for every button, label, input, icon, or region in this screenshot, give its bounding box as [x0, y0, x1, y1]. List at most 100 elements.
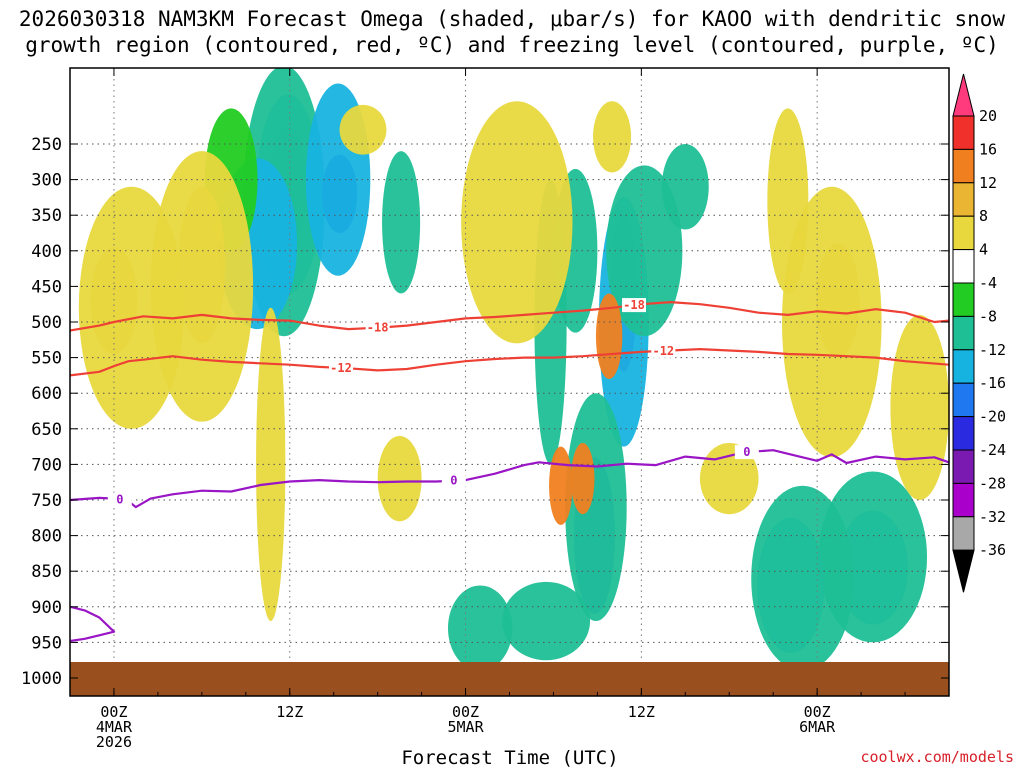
colorbar: 20 16 12 8 4 -4 -8 -12 -16 -20 -24 -28 -32 -36 [952, 73, 1006, 593]
chart-title-line2: growth region (contoured, red, ºC) and f… [25, 33, 999, 57]
pressure-tick-label: 750 [31, 491, 62, 511]
pressure-tick-label: 600 [31, 384, 62, 404]
omega-cell-38 [377, 435, 422, 522]
colorbar-tick-label: -12 [979, 341, 1006, 359]
pressure-tick-label: 1000 [21, 669, 62, 689]
omega-cell-26 [461, 101, 573, 344]
colorbar-tick-label: 4 [979, 241, 988, 259]
pressure-tick-label: 650 [31, 420, 62, 440]
colorbar-segment [952, 315, 975, 351]
isotherm-minus18-contour-label: -18 [367, 321, 389, 335]
colorbar-tick-label: -24 [979, 441, 1006, 459]
omega-cell-13 [661, 144, 709, 230]
x-axis-label: Forecast Time (UTC) [401, 747, 618, 768]
colorbar-segment [952, 349, 975, 384]
colorbar-segment [952, 148, 975, 184]
colorbar-tick-label: -32 [979, 508, 1006, 526]
pressure-tick-label: 950 [31, 633, 62, 653]
colorbar-segment [952, 416, 975, 451]
colorbar-segment [952, 182, 975, 217]
omega-cell-29 [571, 443, 595, 515]
pressure-tick-label: 300 [31, 171, 62, 191]
pressure-tick-label: 850 [31, 562, 62, 582]
colorbar-tick-label: 12 [979, 174, 997, 192]
isotherm-minus12-contour-label-bg [651, 343, 676, 358]
ground-surface [70, 662, 949, 696]
colorbar-tick-label: 8 [979, 207, 988, 225]
pressure-tick-label: 500 [31, 313, 62, 333]
colorbar-tick-label: -8 [979, 307, 997, 325]
omega-cell-28 [549, 446, 573, 525]
freezing-level-low-contour [70, 605, 116, 643]
freezing-level-contour [70, 449, 949, 509]
isotherm-minus12-contour [70, 348, 949, 377]
colorbar-segment [952, 482, 975, 518]
time-tick-label: 00Z [452, 703, 479, 721]
colorbar-segment [952, 549, 975, 593]
colorbar-segment [952, 249, 975, 284]
omega-cell-35 [339, 104, 387, 155]
omega-cell-30 [593, 101, 632, 173]
pressure-tick-label: 800 [31, 527, 62, 547]
freezing-level-contour-label: 0 [743, 445, 750, 459]
omega-cell-10 [606, 165, 683, 337]
colorbar-tick-label: -28 [979, 474, 1006, 492]
colorbar-tick-label: -4 [979, 274, 997, 292]
omega-cell-19 [751, 485, 854, 671]
colorbar-segment [952, 215, 975, 251]
isotherm-minus18-contour-label-bg [622, 298, 647, 313]
pressure-tick-label: 350 [31, 206, 62, 226]
omega-cell-21 [502, 581, 591, 661]
freezing-level-contour-label-bg [734, 445, 759, 460]
omega-cell-33 [890, 314, 949, 500]
isotherm-minus12-contour-label-bg [329, 360, 354, 375]
freezing-level-contour-label: 0 [116, 493, 123, 507]
time-tick-label: 4MAR [96, 718, 133, 736]
pressure-tick-label: 900 [31, 598, 62, 618]
pressure-tick-label: 450 [31, 277, 62, 297]
time-tick-label: 00Z [100, 703, 127, 721]
time-tick-label: 00Z [804, 703, 831, 721]
colorbar-segment [952, 115, 975, 150]
colorbar-segment [952, 382, 975, 418]
isotherm-minus12-contour-label: -12 [652, 344, 674, 358]
isotherm-minus18-contour-label-bg [365, 320, 390, 335]
omega-cell-34 [256, 307, 286, 622]
colorbar-tick-label: 16 [979, 140, 997, 158]
colorbar-segment [952, 516, 975, 551]
isotherm-minus18-contour [70, 301, 949, 332]
colorbar-segment [952, 449, 975, 484]
pressure-tick-label: 250 [31, 135, 62, 155]
pressure-axis: 250 300 350 400 450 500 550 600 650 700 750 800 850 9… [21, 135, 949, 689]
colorbar-tick-label: 20 [979, 107, 997, 125]
time-tick-label: 12Z [628, 703, 655, 721]
colorbar-tick-label: -36 [979, 541, 1006, 559]
freezing-level-contour-label: 0 [450, 474, 457, 488]
isotherm-minus12-contour-label: -12 [330, 361, 352, 375]
omega-cell-32 [781, 186, 882, 458]
colorbar-segment [952, 73, 975, 117]
pressure-tick-label: 700 [31, 455, 62, 475]
isotherm-minus18-contour-label: -18 [623, 298, 645, 312]
time-tick-label: 6MAR [799, 718, 836, 736]
credit-text: coolwx.com/models [860, 748, 1014, 766]
colorbar-tick-label: -20 [979, 408, 1006, 426]
colorbar-tick-label: -16 [979, 374, 1006, 392]
chart-title-line1: 2026030318 NAM3KM Forecast Omega (shaded… [19, 7, 1006, 31]
omega-cell-20 [447, 585, 513, 671]
colorbar-segment [952, 282, 975, 317]
time-tick-label: 2026 [96, 733, 132, 751]
freezing-level-contour-label-bg [441, 473, 466, 488]
omega-cell-15 [565, 393, 627, 622]
pressure-tick-label: 400 [31, 242, 62, 262]
time-tick-label: 12Z [276, 703, 303, 721]
time-tick-label: 5MAR [447, 718, 484, 736]
omega-shaded-field [78, 68, 949, 671]
omega-cell-25 [150, 151, 254, 422]
omega-cell-5 [382, 151, 421, 294]
pressure-tick-label: 550 [31, 349, 62, 369]
omega-cell-36 [767, 108, 809, 294]
freezing-level-contour-label-bg [107, 492, 132, 507]
